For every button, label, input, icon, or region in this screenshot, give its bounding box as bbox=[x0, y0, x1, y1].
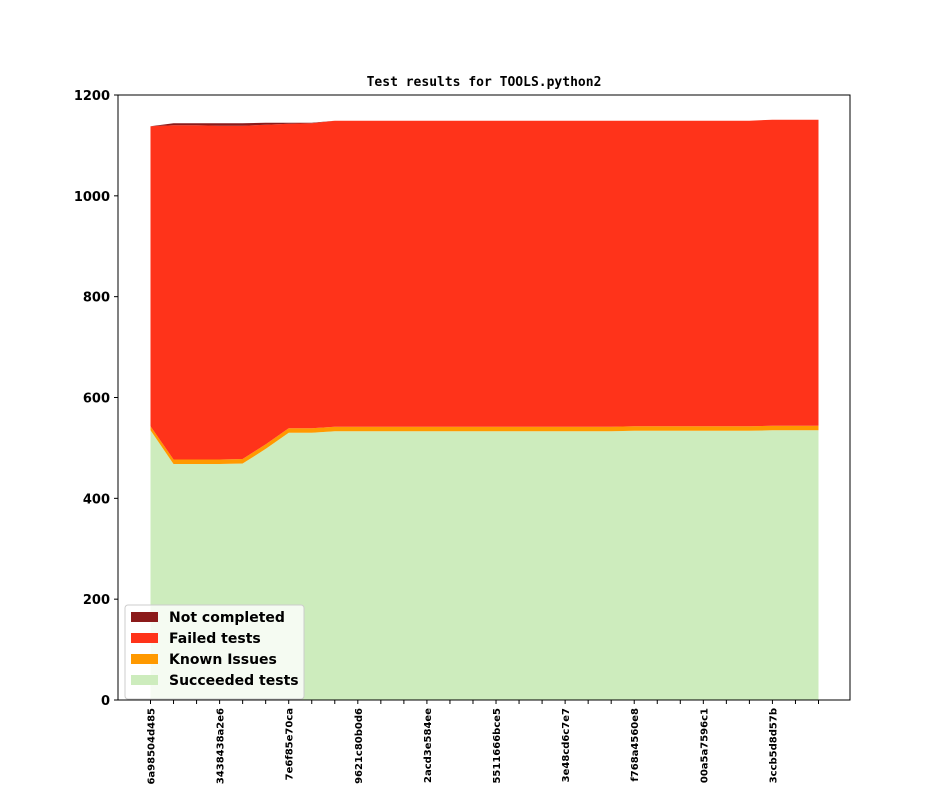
legend-swatch bbox=[131, 654, 158, 664]
x-tick-label: 5511666bce5 bbox=[492, 708, 503, 784]
x-tick-label: f768a4560e8 bbox=[630, 708, 641, 782]
x-tick-label: 9621c80b0d6 bbox=[354, 708, 365, 784]
x-tick-label: 00a5a7596c1 bbox=[699, 708, 710, 783]
x-tick-label: 3e48cd6c7e7 bbox=[561, 708, 572, 782]
area-not-completed bbox=[150, 119, 819, 127]
legend-swatch bbox=[131, 675, 158, 685]
x-tick-label: 3438438a2e6 bbox=[216, 708, 227, 784]
x-tick-label: 7e6f85e70ca bbox=[285, 708, 296, 780]
area-failed-tests bbox=[150, 119, 819, 460]
area-known-issues bbox=[150, 425, 819, 465]
legend-box bbox=[124, 604, 305, 700]
y-tick-label: 400 bbox=[83, 492, 110, 507]
legend-swatch bbox=[131, 633, 158, 643]
legend-swatch bbox=[131, 612, 158, 622]
y-tick-label: 0 bbox=[101, 694, 110, 709]
series-areas bbox=[150, 119, 819, 700]
y-tick-label: 1200 bbox=[74, 89, 110, 104]
legend-label: Succeeded tests bbox=[169, 673, 299, 689]
x-tick-label: 2acd3e584ee bbox=[423, 708, 434, 783]
y-tick-label: 1000 bbox=[74, 190, 110, 205]
legend-label: Failed tests bbox=[169, 631, 261, 647]
x-tick-label: 6a98504d485 bbox=[147, 708, 158, 785]
chart-title: Test results for TOOLS.python2 bbox=[367, 75, 602, 90]
y-tick-label: 800 bbox=[83, 291, 110, 306]
legend: Not completed Failed tests Known Issues Suc… bbox=[124, 604, 305, 700]
legend-label: Known Issues bbox=[169, 652, 277, 668]
area-succeeded-tests bbox=[150, 430, 819, 700]
y-axis: 0 200 400 600 800 1000 1200 bbox=[74, 89, 118, 709]
x-axis: 6a98504d485 3438438a2e6 7e6f85e70ca 9621c80… bbox=[147, 700, 819, 785]
plot-frame bbox=[117, 94, 851, 701]
x-tick-label: 3ccb5d8d57b bbox=[768, 708, 779, 783]
y-tick-label: 200 bbox=[83, 593, 110, 608]
legend-label: Not completed bbox=[169, 610, 285, 626]
y-tick-label: 600 bbox=[83, 392, 110, 407]
